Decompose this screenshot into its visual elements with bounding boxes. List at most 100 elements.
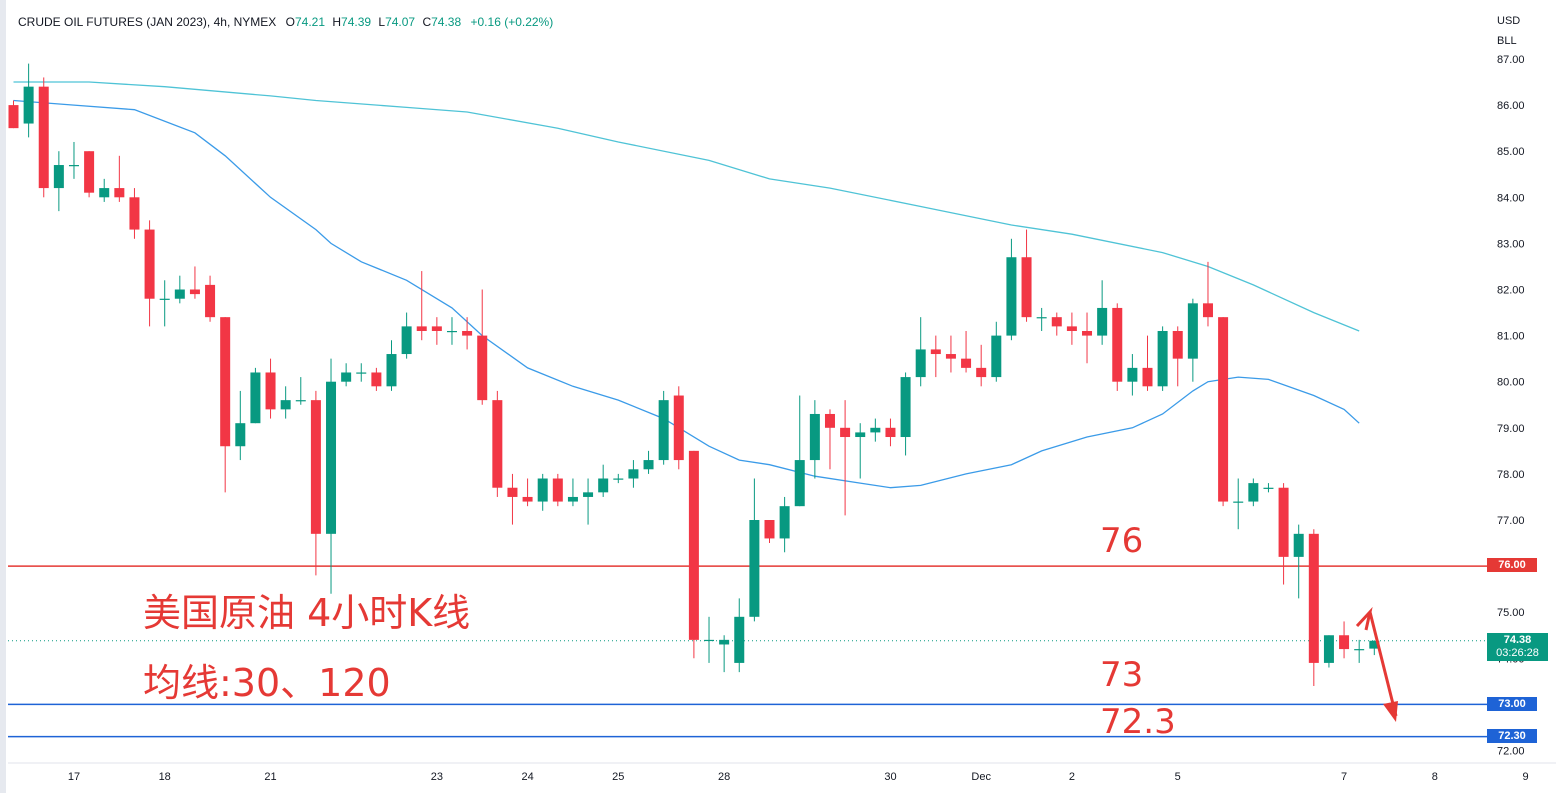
candle-body — [1263, 487, 1274, 489]
annotation-title: 美国原油 4小时K线 — [143, 591, 471, 635]
candle — [704, 616, 715, 663]
candle — [8, 100, 19, 129]
candle — [1323, 635, 1334, 668]
candle-body — [900, 377, 911, 438]
candle-body — [477, 335, 488, 401]
high-value: 74.39 — [341, 15, 372, 29]
x-tick-label: 17 — [68, 771, 80, 783]
candle — [431, 317, 442, 345]
candle-body — [205, 284, 216, 318]
candle — [688, 450, 699, 659]
candle — [1278, 483, 1289, 585]
candle — [613, 473, 624, 484]
candle — [552, 473, 563, 507]
candle-body — [537, 478, 548, 502]
y-tick-label: 79.00 — [1497, 423, 1525, 435]
candle-body — [356, 372, 367, 374]
candle — [1369, 640, 1380, 656]
candle-body — [1021, 257, 1032, 318]
candle — [976, 344, 987, 387]
candle — [386, 340, 397, 391]
candle-body — [99, 188, 110, 198]
unit-label: BLL — [1497, 35, 1517, 47]
candle-body — [1172, 330, 1183, 359]
candle — [1142, 335, 1153, 391]
y-tick-label: 77.00 — [1497, 515, 1525, 527]
candle — [567, 478, 578, 507]
candle — [900, 372, 911, 456]
currency-label: USD — [1497, 15, 1521, 27]
candle — [1293, 524, 1304, 599]
candle — [749, 478, 760, 622]
candle — [144, 220, 155, 327]
candle — [961, 330, 972, 373]
x-tick-label: 21 — [264, 771, 276, 783]
candle-body — [1066, 326, 1077, 331]
candle-body — [552, 478, 563, 502]
candle — [1187, 298, 1198, 382]
x-tick-label: 9 — [1522, 771, 1528, 783]
change-value: +0.16 (+0.22%) — [470, 15, 554, 29]
level-72-3-label: 72.3 — [1100, 702, 1176, 742]
candle-body — [945, 354, 956, 359]
candle — [522, 478, 533, 507]
candle — [1339, 621, 1350, 659]
candle — [250, 367, 261, 424]
x-tick-label: 28 — [718, 771, 730, 783]
candle-body — [1051, 317, 1062, 327]
candle — [371, 367, 382, 391]
candle-body — [310, 400, 321, 534]
candle — [719, 635, 730, 673]
candle — [23, 63, 34, 138]
candle — [280, 386, 291, 419]
candle — [915, 317, 926, 387]
candle — [295, 377, 306, 405]
x-tick-label: 25 — [612, 771, 624, 783]
candle-body — [794, 460, 805, 507]
candle — [1051, 312, 1062, 336]
candle — [477, 289, 488, 405]
candle — [114, 155, 125, 202]
candle — [855, 423, 866, 479]
candle — [1082, 312, 1093, 364]
candle — [446, 317, 457, 345]
candle — [779, 496, 790, 553]
candle-body — [295, 400, 306, 402]
candle-body — [779, 506, 790, 539]
candle — [492, 390, 503, 497]
x-tick-label: 5 — [1175, 771, 1181, 783]
x-tick-label: 30 — [884, 771, 896, 783]
ma-line-ma120 — [13, 81, 1360, 332]
candle — [68, 141, 79, 179]
candle-body — [386, 354, 397, 387]
candle — [1112, 303, 1123, 391]
candle — [1248, 478, 1259, 507]
candle-body — [976, 367, 987, 378]
candle — [99, 178, 110, 202]
candle-body — [1187, 303, 1198, 359]
candle-body — [930, 349, 941, 355]
candle — [734, 598, 745, 673]
candle — [1036, 307, 1047, 331]
candle-body — [643, 460, 654, 470]
y-tick-label: 82.00 — [1497, 285, 1525, 297]
candle — [205, 275, 216, 322]
candle — [507, 473, 518, 525]
candle — [870, 418, 881, 442]
x-tick-label: Dec — [971, 771, 991, 783]
candle-body — [1339, 635, 1350, 650]
candle — [885, 418, 896, 447]
y-tick-label: 72.00 — [1497, 746, 1525, 758]
last-price-tag: 74.38 03:26:28 — [1487, 633, 1548, 661]
candle-body — [38, 86, 49, 189]
y-tick-label: 78.00 — [1497, 469, 1525, 481]
candle-body — [401, 326, 412, 355]
candle-body — [885, 427, 896, 438]
candle-body — [326, 381, 337, 534]
candle-body — [1323, 635, 1334, 663]
candle-body — [250, 372, 261, 424]
low-value: 74.07 — [385, 15, 416, 29]
candle-body — [265, 372, 276, 410]
candle-body — [1112, 307, 1123, 382]
